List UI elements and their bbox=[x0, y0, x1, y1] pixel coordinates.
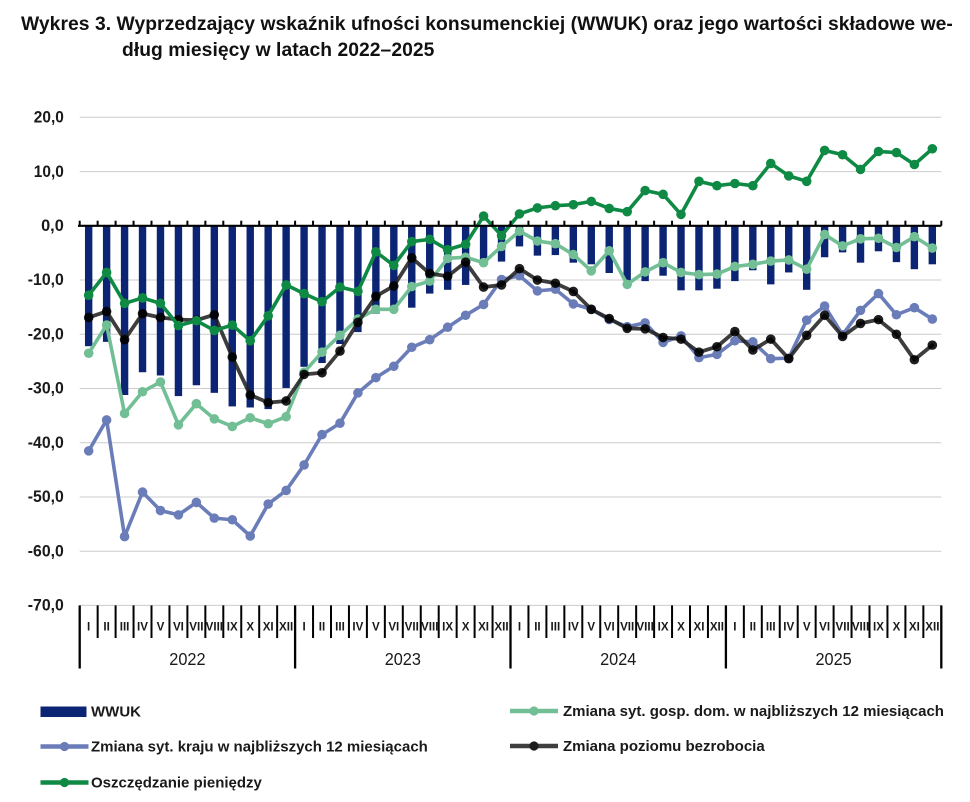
svg-text:XI: XI bbox=[478, 621, 489, 634]
svg-text:Oszczędzanie pieniędzy: Oszczędzanie pieniędzy bbox=[91, 775, 263, 792]
svg-text:V: V bbox=[372, 621, 380, 634]
svg-text:VII: VII bbox=[405, 621, 419, 634]
svg-text:XI: XI bbox=[263, 621, 274, 634]
svg-text:IV: IV bbox=[568, 621, 579, 634]
svg-text:VI: VI bbox=[819, 621, 830, 634]
svg-text:Zmiana syt. gosp. dom. w najbl: Zmiana syt. gosp. dom. w najbliższych 12… bbox=[563, 703, 944, 720]
svg-text:VIII: VIII bbox=[636, 621, 653, 634]
svg-text:IX: IX bbox=[442, 621, 453, 634]
svg-text:VI: VI bbox=[388, 621, 399, 634]
svg-text:IV: IV bbox=[352, 621, 363, 634]
svg-text:III: III bbox=[551, 621, 561, 634]
svg-text:VII: VII bbox=[835, 621, 849, 634]
svg-text:2024: 2024 bbox=[600, 649, 636, 669]
svg-text:III: III bbox=[766, 621, 776, 634]
svg-text:II: II bbox=[750, 621, 756, 634]
svg-text:XII: XII bbox=[279, 621, 293, 634]
svg-text:-40,0: -40,0 bbox=[28, 433, 64, 452]
svg-text:VII: VII bbox=[189, 621, 203, 634]
svg-text:VII: VII bbox=[620, 621, 634, 634]
svg-text:V: V bbox=[157, 621, 165, 634]
svg-text:VIII: VIII bbox=[852, 621, 869, 634]
svg-text:IV: IV bbox=[137, 621, 148, 634]
svg-text:2022: 2022 bbox=[169, 649, 205, 669]
svg-text:II: II bbox=[319, 621, 325, 634]
svg-text:-60,0: -60,0 bbox=[28, 541, 64, 560]
svg-text:X: X bbox=[893, 621, 901, 634]
svg-text:I: I bbox=[733, 621, 736, 634]
svg-text:X: X bbox=[462, 621, 470, 634]
svg-text:XII: XII bbox=[494, 621, 508, 634]
svg-text:WWUK: WWUK bbox=[91, 704, 141, 721]
svg-text:V: V bbox=[803, 621, 811, 634]
svg-text:20,0: 20,0 bbox=[34, 108, 64, 127]
svg-text:I: I bbox=[87, 621, 90, 634]
svg-text:IX: IX bbox=[658, 621, 669, 634]
svg-text:-10,0: -10,0 bbox=[28, 270, 64, 289]
svg-text:VIII: VIII bbox=[421, 621, 438, 634]
svg-text:0,0: 0,0 bbox=[41, 216, 64, 235]
svg-text:-30,0: -30,0 bbox=[28, 379, 64, 398]
svg-text:Zmiana syt. kraju w najbliższy: Zmiana syt. kraju w najbliższych 12 mies… bbox=[91, 739, 428, 756]
svg-text:VIII: VIII bbox=[206, 621, 223, 634]
svg-text:XI: XI bbox=[909, 621, 920, 634]
svg-text:2023: 2023 bbox=[385, 649, 421, 669]
svg-text:IX: IX bbox=[227, 621, 238, 634]
svg-text:-20,0: -20,0 bbox=[28, 325, 64, 344]
svg-text:VI: VI bbox=[173, 621, 184, 634]
svg-text:XII: XII bbox=[710, 621, 724, 634]
svg-text:-50,0: -50,0 bbox=[28, 487, 64, 506]
svg-text:V: V bbox=[587, 621, 595, 634]
svg-text:IV: IV bbox=[783, 621, 794, 634]
svg-text:II: II bbox=[103, 621, 109, 634]
svg-text:XI: XI bbox=[693, 621, 704, 634]
svg-text:III: III bbox=[335, 621, 345, 634]
svg-text:-70,0: -70,0 bbox=[28, 596, 64, 615]
svg-text:10,0: 10,0 bbox=[34, 162, 64, 181]
svg-text:VI: VI bbox=[604, 621, 615, 634]
svg-text:II: II bbox=[534, 621, 540, 634]
svg-text:I: I bbox=[302, 621, 305, 634]
svg-text:IX: IX bbox=[873, 621, 884, 634]
svg-text:2025: 2025 bbox=[816, 649, 852, 669]
svg-text:I: I bbox=[518, 621, 521, 634]
svg-text:X: X bbox=[246, 621, 254, 634]
svg-text:X: X bbox=[677, 621, 685, 634]
svg-text:III: III bbox=[120, 621, 130, 634]
svg-text:Zmiana poziomu bezrobocia: Zmiana poziomu bezrobocia bbox=[563, 738, 765, 755]
svg-text:XII: XII bbox=[925, 621, 939, 634]
